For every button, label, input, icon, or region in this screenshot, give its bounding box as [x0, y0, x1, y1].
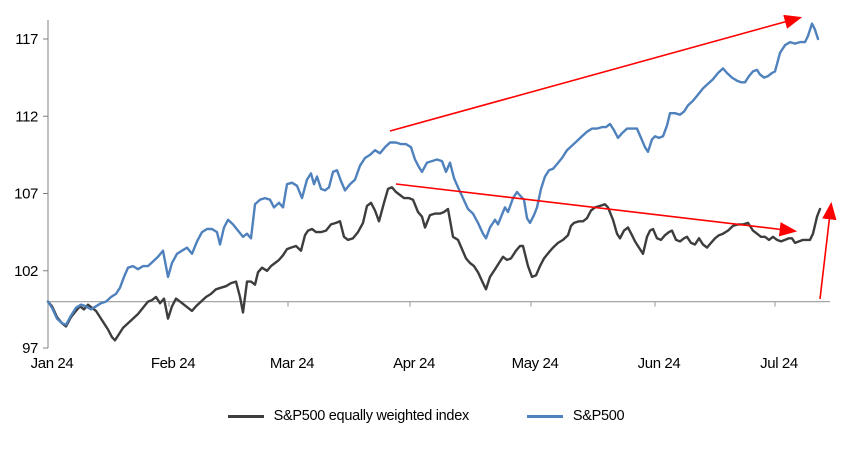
x-axis-label: Jul 24: [760, 355, 798, 372]
legend-label-sp500: S&P500: [572, 408, 625, 424]
y-axis-label: 97: [22, 340, 38, 357]
annotation-arrow-3: [819, 201, 837, 300]
y-axis-label: 112: [15, 108, 38, 125]
x-axis-label: Apr 24: [393, 355, 435, 372]
annotation-arrow-2: [395, 183, 798, 237]
chart-legend: S&P500 equally weighted index S&P500: [0, 408, 852, 424]
x-axis-label: Feb 24: [151, 355, 195, 372]
x-axis-label: Mar 24: [270, 355, 314, 372]
series-line-sp500: [46, 22, 820, 326]
x-axis-label: Jun 24: [638, 355, 681, 372]
series-layer: [46, 22, 822, 342]
axes-layer: [43, 20, 830, 349]
y-axis-label: 117: [15, 31, 38, 48]
series-line-equal-weight: [46, 186, 822, 342]
legend-item-equal-weight: S&P500 equally weighted index: [227, 408, 470, 424]
legend-item-sp500: S&P500: [526, 408, 625, 424]
x-axis-label: May 24: [512, 355, 559, 372]
equal-weight-line-sample-icon: [227, 414, 264, 418]
axis-labels-layer: 97 102 107 112 117 Jan 24 Feb 24 Mar 24 Apr 24 Ma…: [14, 31, 798, 372]
y-axis-label: 102: [14, 263, 38, 280]
x-axis-label: Jan 24: [31, 355, 74, 372]
annotation-arrow-1: [389, 14, 803, 132]
y-axis-label: 107: [14, 186, 38, 203]
legend-label-equal-weight: S&P500 equally weighted index: [273, 408, 470, 424]
annotation-arrows-layer: [389, 14, 837, 300]
sp500-line-sample-icon: [526, 414, 563, 418]
